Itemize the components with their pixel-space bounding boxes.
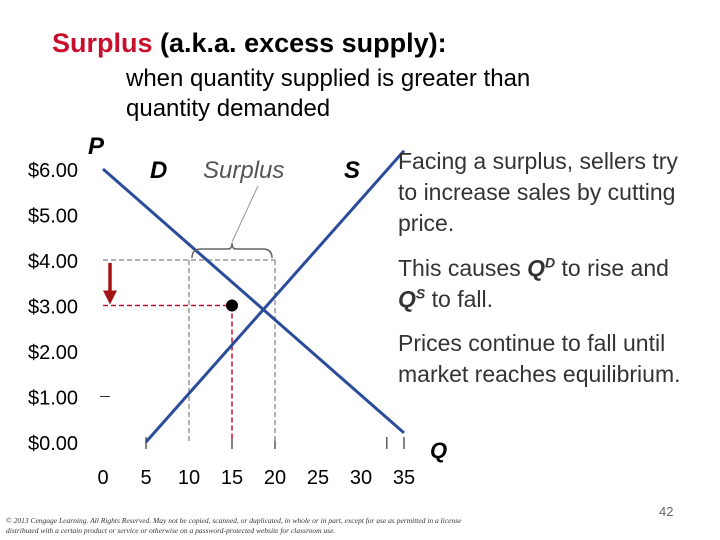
equilibrium-point xyxy=(226,299,238,312)
demand-label: D xyxy=(150,157,167,184)
x-tick-label: 25 xyxy=(307,467,329,489)
x-tick-label: 15 xyxy=(221,467,243,489)
side-text-cut-price: Facing a surplus, sellers try to increas… xyxy=(398,148,678,236)
slide-subtitle: when quantity supplied is greater than q… xyxy=(126,65,531,122)
surplus-label: Surplus xyxy=(203,157,284,184)
side-text-equilibrium: Prices continue to fall until market rea… xyxy=(398,330,681,387)
x-tick-label: 10 xyxy=(178,467,200,489)
demand-curve xyxy=(102,167,405,435)
y-tick-label: $0.00 xyxy=(28,433,78,455)
q-demanded-symbol: QD xyxy=(527,254,556,281)
slide-title: Surplus (a.k.a. excess supply): xyxy=(52,28,447,59)
x-tick-label: 30 xyxy=(350,467,372,489)
x-tick-label: 0 xyxy=(97,467,108,489)
title-rest: (a.k.a. excess supply): xyxy=(152,28,447,58)
y-tick-label: $5.00 xyxy=(28,206,78,228)
copyright-notice: © 2013 Cengage Learning. All Rights Rese… xyxy=(6,516,462,535)
side-text-causes-suffix: to fall. xyxy=(425,286,493,312)
surplus-label-pointer xyxy=(231,185,259,243)
surplus-brace xyxy=(191,242,273,259)
y-tick-label: $3.00 xyxy=(28,297,78,319)
page-number: 42 xyxy=(659,504,674,519)
supply-label: S xyxy=(344,157,360,184)
side-text-causes: This causes QD to rise and QS to fall. xyxy=(398,253,698,315)
side-text-causes-prefix: This causes xyxy=(398,255,528,281)
y-tick-label: $6.00 xyxy=(28,160,78,182)
y-tick-label: $2.00 xyxy=(28,342,78,364)
x-axis-label: Q xyxy=(430,438,447,463)
y-tick-label: $1.00 xyxy=(28,388,78,410)
x-tick-label: 35 xyxy=(393,467,415,489)
q-supplied-symbol: QS xyxy=(398,285,426,312)
x-tick-label: 5 xyxy=(140,467,151,489)
y-tick-label: $4.00 xyxy=(28,251,78,273)
title-highlight: Surplus xyxy=(52,28,153,58)
x-tick-label: 20 xyxy=(264,467,286,489)
supply-curve xyxy=(144,149,406,443)
y-axis-label: P xyxy=(88,133,105,160)
side-text-causes-mid: to rise and xyxy=(555,255,669,281)
